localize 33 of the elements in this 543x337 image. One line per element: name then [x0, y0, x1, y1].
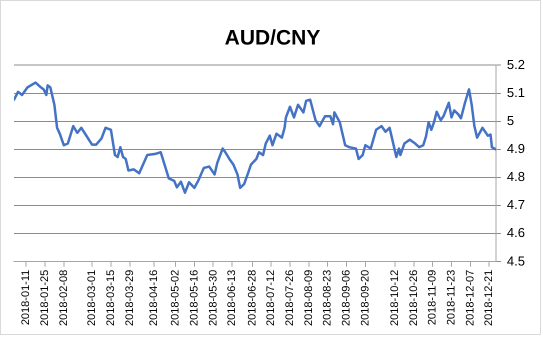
- x-tick-label: 2018-07-26: [284, 270, 296, 326]
- x-tick-label: 2018-03-01: [86, 270, 98, 326]
- x-tick-label: 2018-05-30: [207, 270, 220, 326]
- x-tick-label: 2018-09-20: [359, 270, 372, 326]
- x-tick-label: 2018-02-08: [58, 270, 70, 326]
- y-tick-label: 4.8: [506, 169, 526, 184]
- x-tick-label: 2018-10-26: [408, 270, 420, 326]
- x-tick-label: 2018-12-07: [464, 270, 476, 326]
- y-tick-label: 5.1: [506, 84, 526, 100]
- chart-title: AUD/CNY: [224, 26, 320, 50]
- y-tick-label: 4.7: [506, 197, 526, 212]
- x-tick-label: 2018-08-09: [302, 270, 315, 326]
- y-tick-label: 5: [506, 112, 514, 128]
- x-tick-label: 2018-09-06: [340, 270, 353, 326]
- y-tick-label: 4.9: [506, 141, 526, 156]
- x-tick-label: 2018-07-12: [265, 270, 278, 326]
- x-tick-label: 2018-11-09: [426, 270, 439, 326]
- y-tick-label: 4.5: [506, 253, 526, 268]
- x-tick-label: 2018-06-28: [246, 270, 258, 326]
- x-tick-label: 2018-11-23: [446, 270, 458, 326]
- x-tick-label: 2018-06-13: [226, 270, 238, 326]
- x-tick-label: 2018-05-16: [188, 270, 200, 326]
- x-tick-label: 2018-03-29: [124, 270, 136, 326]
- x-tick-label: 2018-01-11: [20, 270, 32, 326]
- y-tick-label: 5.2: [506, 56, 526, 72]
- x-tick-label: 2018-04-16: [148, 270, 160, 326]
- x-tick-label: 2018-12-21: [483, 270, 496, 326]
- x-tick-label: 2018-10-12: [388, 270, 401, 326]
- x-tick-label: 2018-01-25: [38, 270, 51, 326]
- x-tick-label: 2018-03-15: [104, 270, 117, 326]
- x-tick-label: 2018-05-02: [170, 270, 182, 326]
- x-tick-label: 2018-08-23: [322, 270, 334, 326]
- y-tick-label: 4.6: [506, 225, 526, 240]
